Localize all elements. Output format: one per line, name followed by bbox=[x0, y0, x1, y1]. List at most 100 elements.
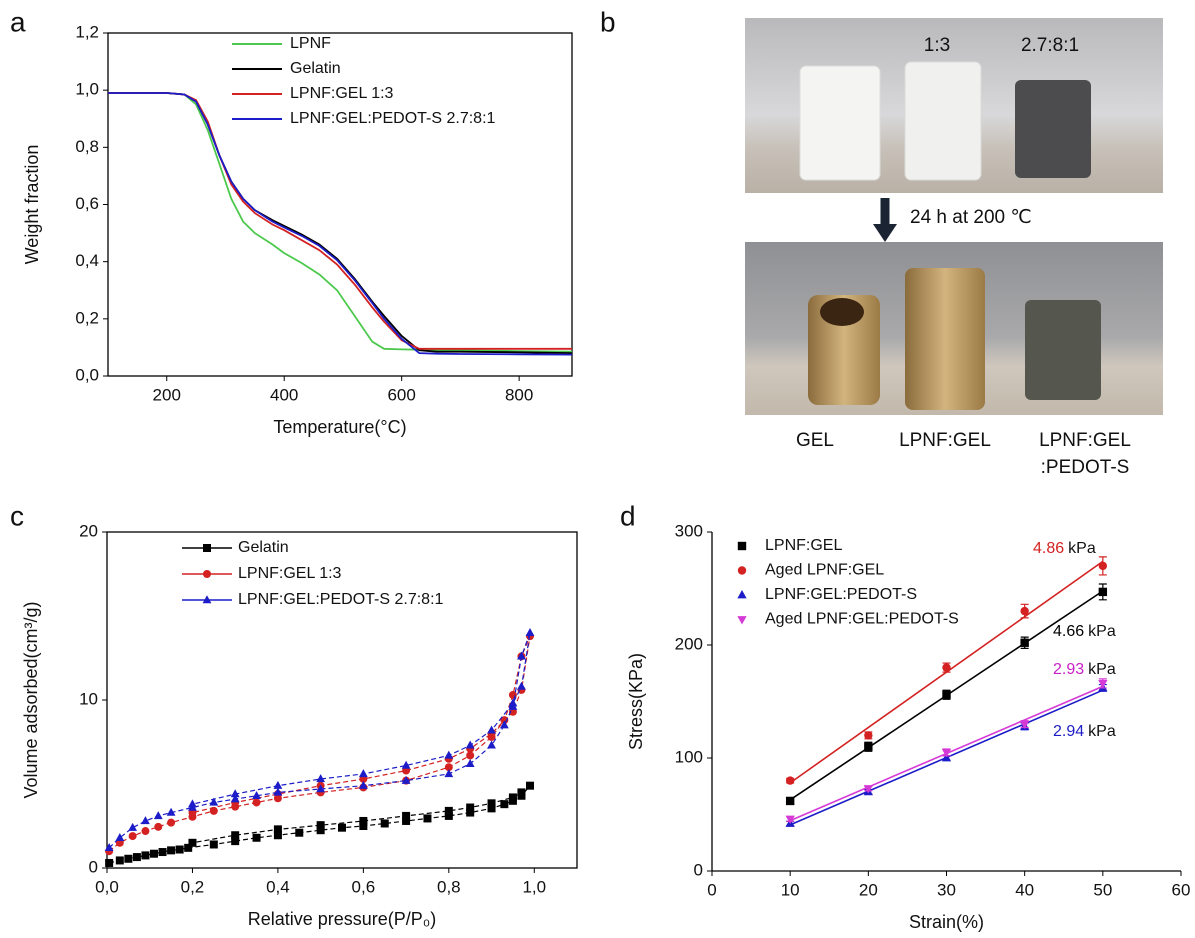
marker bbox=[338, 823, 346, 832]
marker bbox=[231, 837, 240, 846]
marker bbox=[864, 742, 873, 751]
photo-label: :PEDOT-S bbox=[1041, 457, 1130, 478]
marker bbox=[785, 815, 795, 825]
marker bbox=[508, 793, 517, 802]
x-tick-label: 0 bbox=[707, 880, 716, 899]
marker bbox=[864, 731, 873, 740]
sample-gel bbox=[799, 65, 881, 181]
marker bbox=[1098, 587, 1108, 597]
legend-label: Aged LPNF:GEL bbox=[765, 562, 884, 579]
aged-gel-hole bbox=[820, 298, 864, 326]
marker bbox=[153, 811, 163, 820]
y-tick-label: 100 bbox=[675, 747, 703, 766]
legend-label: LPNF:GEL:PEDOT-S 2.7:8:1 bbox=[238, 591, 444, 608]
x-tick-label: 0,6 bbox=[352, 877, 376, 896]
series-line bbox=[108, 92, 572, 350]
legend-label: LPNF bbox=[290, 35, 331, 52]
marker bbox=[316, 821, 325, 830]
marker bbox=[167, 846, 176, 855]
marker bbox=[785, 776, 795, 785]
y-tick-label: 0,0 bbox=[75, 365, 99, 384]
marker bbox=[525, 628, 535, 636]
marker bbox=[273, 780, 283, 789]
annotation-value: 2.93 bbox=[1053, 661, 1084, 678]
marker bbox=[141, 851, 150, 860]
x-tick-label: 0,0 bbox=[95, 877, 119, 896]
x-tick-label: 0,2 bbox=[181, 877, 205, 896]
marker bbox=[444, 806, 453, 815]
plot-frame bbox=[106, 531, 578, 869]
marker bbox=[203, 570, 211, 578]
marker bbox=[517, 681, 526, 690]
y-tick-label: 200 bbox=[675, 634, 703, 653]
marker bbox=[466, 808, 475, 817]
annotation-value: 4.66 bbox=[1053, 623, 1084, 640]
photo-panel: b 1:3 2.7:8:1 24 h at 200 ℃ GEL LPNF:GEL… bbox=[600, 6, 1163, 478]
marker bbox=[128, 822, 138, 831]
x-tick-label: 600 bbox=[387, 385, 415, 404]
marker bbox=[499, 720, 509, 729]
arrow-label: 24 h at 200 ℃ bbox=[910, 207, 1032, 228]
aged-pedot bbox=[1025, 300, 1101, 400]
x-tick-label: 10 bbox=[781, 880, 800, 899]
marker bbox=[167, 818, 176, 827]
photo-label: 2.7:8:1 bbox=[1021, 35, 1079, 56]
marker bbox=[487, 725, 496, 734]
marker bbox=[402, 816, 411, 825]
marker bbox=[115, 832, 125, 841]
marker bbox=[316, 826, 325, 835]
marker bbox=[202, 595, 212, 604]
marker bbox=[188, 799, 197, 808]
y-tick-label: 10 bbox=[79, 689, 98, 708]
marker bbox=[785, 796, 795, 806]
y-axis-title: Volume adsorbed(cm³/g) bbox=[21, 601, 41, 798]
panel-label: d bbox=[620, 500, 636, 531]
marker bbox=[942, 690, 951, 699]
marker bbox=[737, 566, 747, 575]
x-tick-label: 0,4 bbox=[266, 877, 290, 896]
aged-gel bbox=[808, 295, 880, 405]
marker bbox=[1098, 561, 1108, 571]
marker bbox=[402, 811, 411, 820]
legend-label: Aged LPNF:GEL:PEDOT-S bbox=[765, 611, 959, 628]
x-tick-label: 400 bbox=[270, 385, 298, 404]
marker bbox=[252, 798, 261, 807]
marker bbox=[737, 589, 747, 599]
marker bbox=[487, 799, 496, 808]
annotation-value: 4.86 bbox=[1033, 540, 1064, 557]
x-tick-label: 60 bbox=[1172, 880, 1191, 899]
y-tick-label: 300 bbox=[675, 521, 703, 540]
marker bbox=[203, 544, 211, 552]
panel-label: c bbox=[10, 500, 24, 531]
marker bbox=[209, 840, 218, 849]
x-axis-title: Relative pressure(P/P₀) bbox=[248, 909, 437, 929]
x-tick-label: 50 bbox=[1093, 880, 1112, 899]
marker bbox=[444, 750, 454, 759]
annotation: 2.94 kPa bbox=[1053, 723, 1116, 740]
y-tick-label: 1,0 bbox=[75, 80, 99, 99]
annotation: 2.93 kPa bbox=[1053, 661, 1116, 678]
marker bbox=[1020, 606, 1029, 616]
marker bbox=[466, 803, 475, 812]
marker bbox=[941, 748, 952, 758]
marker bbox=[500, 800, 509, 809]
marker bbox=[487, 804, 496, 813]
marker bbox=[508, 698, 518, 707]
marker bbox=[252, 833, 261, 842]
marker bbox=[316, 784, 326, 793]
marker bbox=[466, 751, 475, 760]
annotation-unit: kPa bbox=[1088, 623, 1116, 640]
marker bbox=[295, 828, 304, 837]
marker bbox=[358, 769, 368, 778]
marker bbox=[252, 790, 261, 799]
annotation-unit: kPa bbox=[1088, 661, 1116, 678]
y-tick-label: 1,2 bbox=[75, 22, 99, 41]
marker bbox=[359, 822, 368, 830]
marker bbox=[487, 740, 496, 749]
marker bbox=[141, 816, 150, 825]
marker bbox=[188, 838, 197, 847]
y-tick-label: 0,8 bbox=[75, 137, 99, 156]
arrow-head bbox=[873, 224, 897, 242]
marker bbox=[209, 806, 218, 815]
